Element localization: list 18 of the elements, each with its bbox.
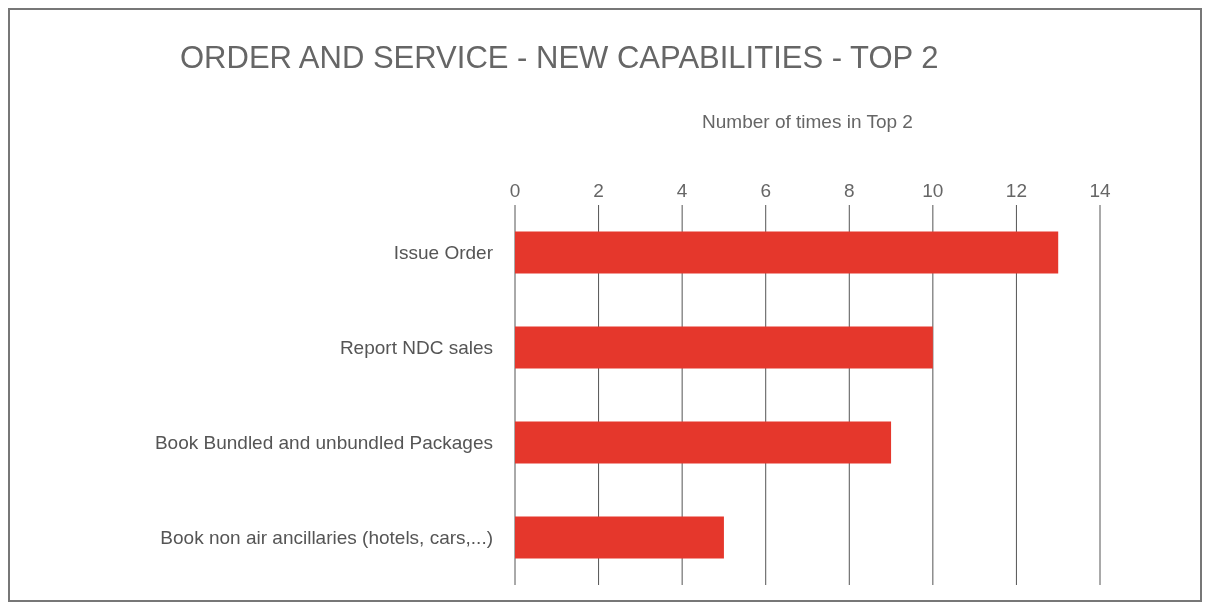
x-tick-label: 8 xyxy=(844,180,855,201)
bar xyxy=(515,516,724,559)
chart-title: ORDER AND SERVICE - NEW CAPABILITIES - TOP 2 xyxy=(180,40,939,76)
x-tick-label: 4 xyxy=(676,180,688,201)
x-axis-title: Number of times in Top 2 xyxy=(702,111,913,133)
x-tick-label: 12 xyxy=(1005,180,1027,201)
y-tick-label: Report NDC sales xyxy=(339,337,493,359)
x-tick-label: 2 xyxy=(593,180,604,201)
y-tick-label: Book non air ancillaries (hotels, cars,...) xyxy=(160,527,493,549)
bar xyxy=(515,421,892,464)
y-tick-label: Issue Order xyxy=(393,242,494,264)
x-tick-label: 6 xyxy=(760,180,771,201)
bar xyxy=(515,326,933,369)
bar xyxy=(515,231,1059,274)
x-tick-label: 10 xyxy=(922,180,944,201)
x-tick-label: 0 xyxy=(509,180,521,201)
x-tick-label: 14 xyxy=(1089,180,1111,201)
y-tick-label: Book Bundled and unbundled Packages xyxy=(154,432,493,454)
